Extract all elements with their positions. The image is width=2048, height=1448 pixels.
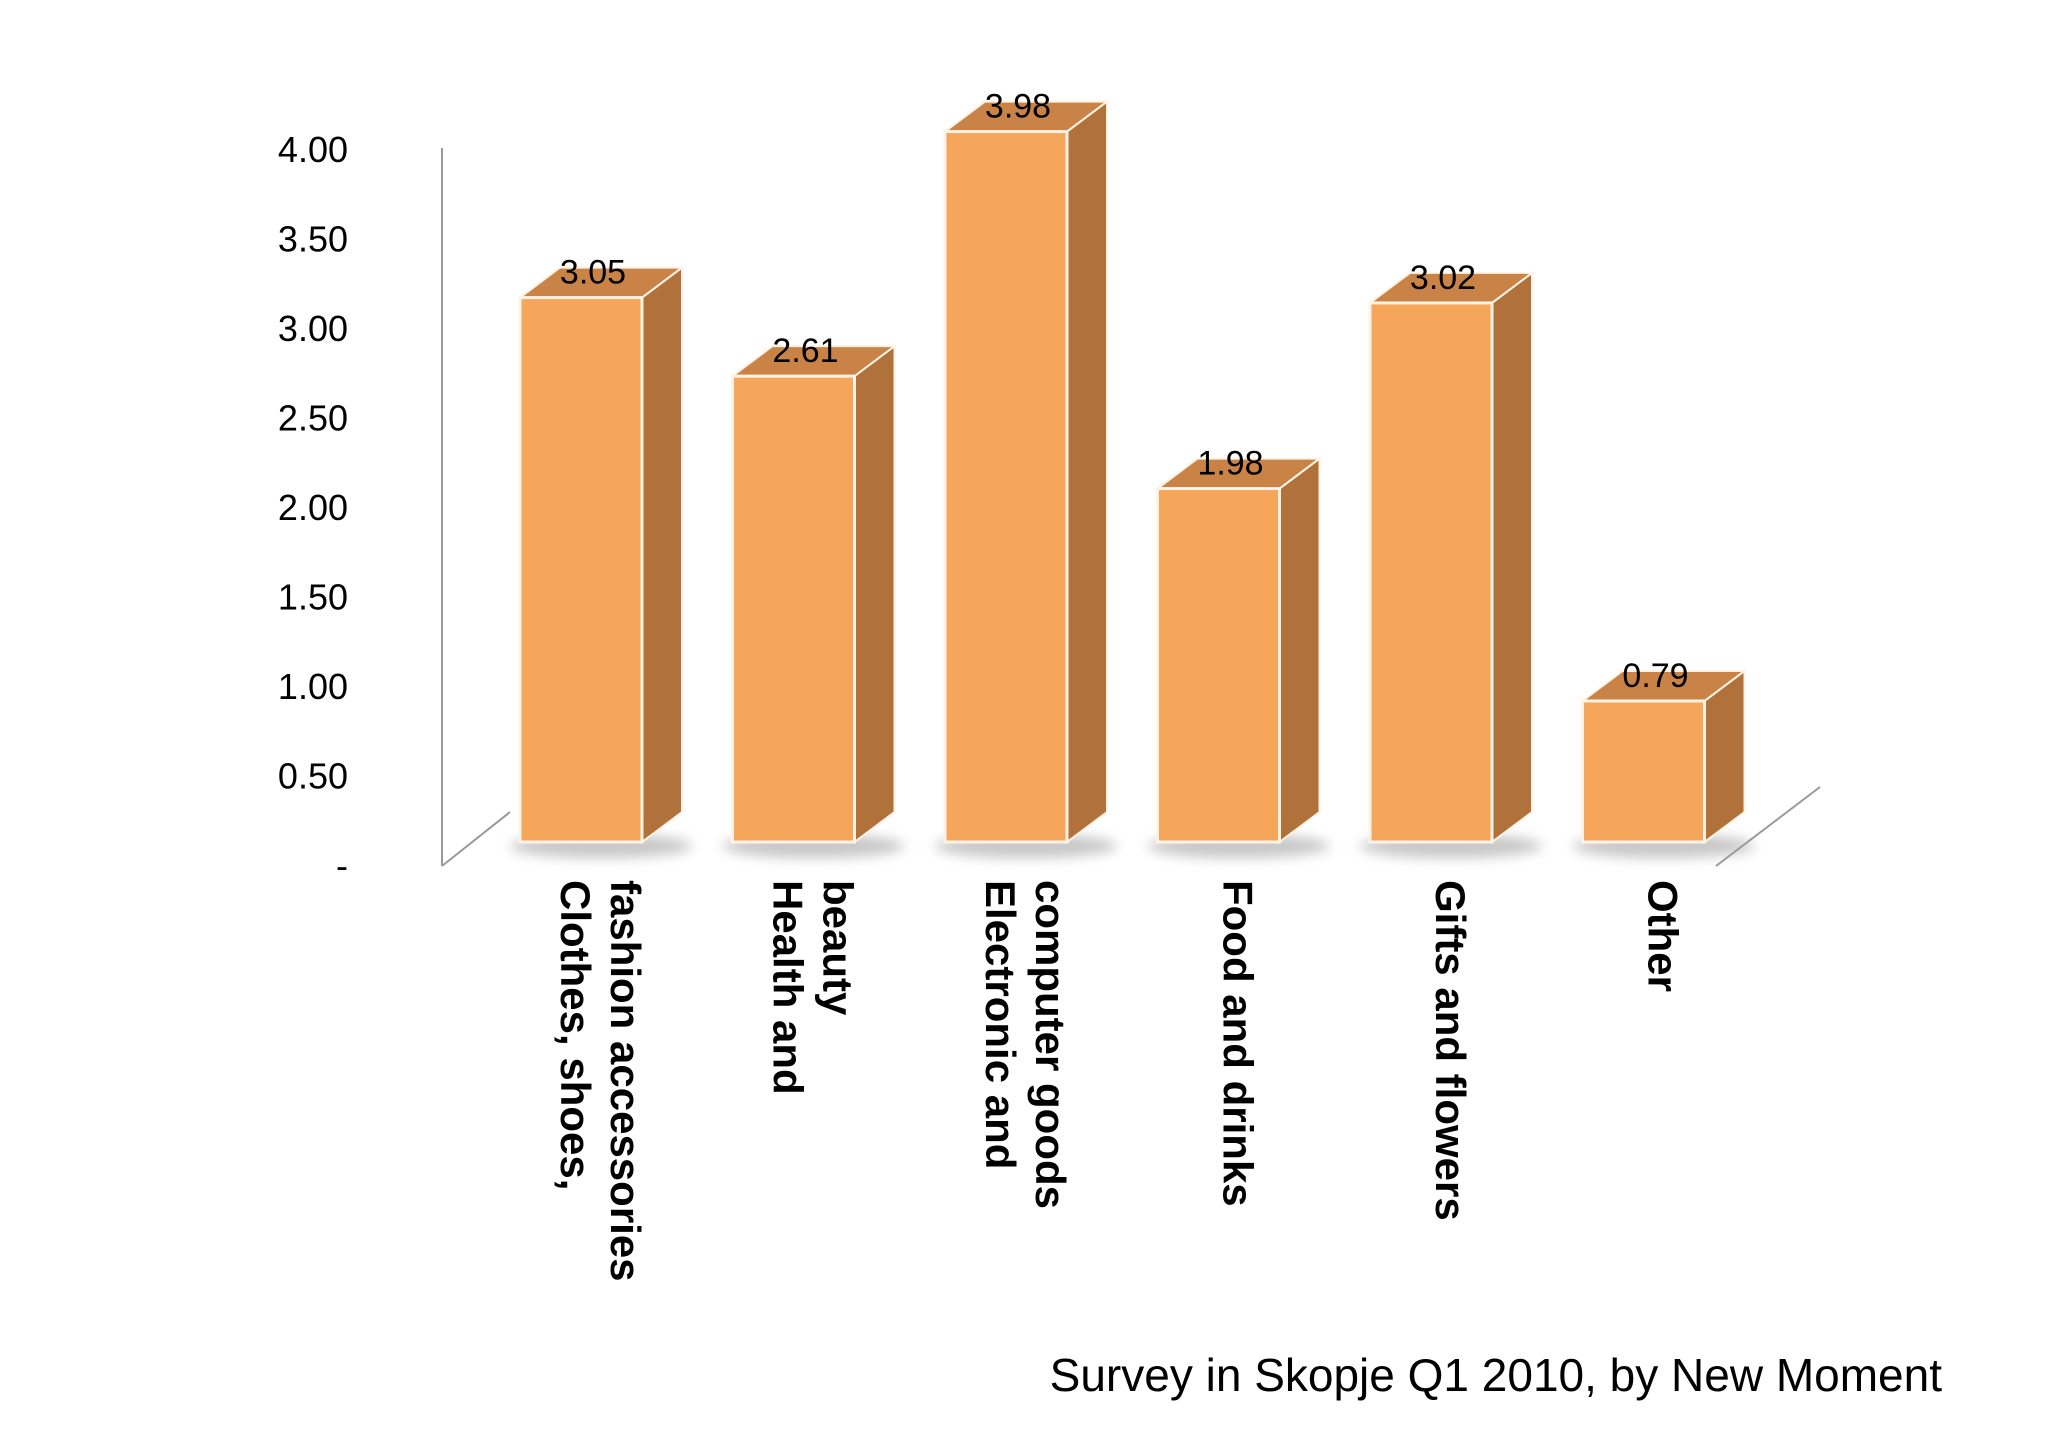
bar-side-face bbox=[1066, 99, 1108, 844]
data-label: 0.79 bbox=[1622, 657, 1688, 695]
y-tick-label: 1.00 bbox=[278, 666, 348, 707]
bar-front-face bbox=[518, 296, 644, 844]
category-labels: Clothes, shoes, fashion accessories Health… bbox=[552, 880, 1687, 1282]
category-label: Food and drinks bbox=[1215, 880, 1262, 1207]
data-labels: 3.05 2.61 3.98 1.98 3.02 0.79 bbox=[560, 88, 1689, 695]
data-label: 3.02 bbox=[1410, 259, 1476, 297]
bar-side-face bbox=[1278, 456, 1321, 844]
category-label: Clothes, shoes, fashion accessories bbox=[552, 880, 649, 1282]
category-label-line: Electronic and bbox=[977, 880, 1024, 1169]
bar bbox=[1367, 270, 1535, 844]
category-label-line: Food and drinks bbox=[1215, 880, 1262, 1207]
bar bbox=[1154, 456, 1323, 844]
bar-side-face bbox=[1491, 270, 1533, 844]
data-label: 2.61 bbox=[772, 332, 838, 370]
y-tick-label: 1.50 bbox=[278, 577, 348, 618]
y-tick-label: - bbox=[336, 845, 348, 886]
bar bbox=[942, 99, 1110, 844]
bars bbox=[517, 99, 1748, 844]
category-label-line: beauty bbox=[815, 880, 862, 1016]
y-tick-label: 0.50 bbox=[278, 756, 348, 797]
y-tick-label: 4.00 bbox=[278, 129, 348, 170]
bar-front-face bbox=[943, 130, 1069, 844]
bar-front-face bbox=[731, 374, 856, 844]
category-label-line: Clothes, shoes, bbox=[552, 880, 599, 1190]
bar bbox=[1579, 668, 1748, 844]
category-label: Other bbox=[1640, 880, 1687, 992]
bar-front-face bbox=[1156, 487, 1281, 844]
category-label-line: fashion accessories bbox=[602, 880, 649, 1282]
category-label-line: Other bbox=[1640, 880, 1687, 992]
bar bbox=[517, 265, 685, 844]
bar-side-face bbox=[853, 344, 896, 844]
data-label: 1.98 bbox=[1197, 445, 1263, 483]
data-label: 3.05 bbox=[560, 254, 626, 292]
source-footnote: Survey in Skopje Q1 2010, by New Moment bbox=[1049, 1349, 1942, 1401]
bar-side-face bbox=[641, 265, 683, 844]
y-tick-label: 3.00 bbox=[278, 308, 348, 349]
floor-left-edge bbox=[441, 811, 511, 867]
category-label: Health and beauty bbox=[765, 880, 862, 1095]
category-label-line: computer goods bbox=[1027, 880, 1074, 1209]
y-tick-label: 2.50 bbox=[278, 398, 348, 439]
bar-shadows bbox=[510, 834, 1755, 858]
bar-front-face bbox=[1581, 699, 1706, 844]
data-label: 3.98 bbox=[985, 88, 1051, 126]
y-tick-label: 3.50 bbox=[278, 219, 348, 260]
category-label: Gifts and flowers bbox=[1427, 880, 1474, 1221]
bar bbox=[729, 344, 898, 844]
y-tick-label: 2.00 bbox=[278, 487, 348, 528]
category-label: Electronic and computer goods bbox=[977, 880, 1074, 1209]
bar-front-face bbox=[1368, 301, 1494, 844]
category-label-line: Health and bbox=[765, 880, 812, 1095]
category-label-line: Gifts and flowers bbox=[1427, 880, 1474, 1221]
y-axis-ticks: - 0.50 1.00 1.50 2.00 2.50 3.00 3.50 4.00 bbox=[278, 129, 348, 886]
